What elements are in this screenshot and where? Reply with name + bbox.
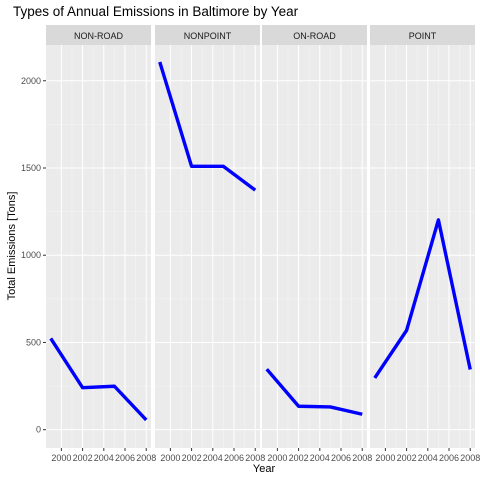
series-line <box>49 337 148 422</box>
y-tick-label: 0 <box>36 425 41 435</box>
x-tick-label: 2006 <box>224 453 244 463</box>
x-tick-label: 2000 <box>267 453 287 463</box>
panel-background <box>155 45 260 448</box>
panel-background <box>262 45 367 448</box>
y-tick-label: 2000 <box>21 76 41 86</box>
x-tick-label: 2008 <box>245 453 265 463</box>
x-tick-label: 2004 <box>203 453 223 463</box>
x-tick-label: 2000 <box>375 453 395 463</box>
panel-background <box>46 45 151 448</box>
facet-panel-point: POINT 2000 2002 2004 2006 2008 <box>370 25 480 463</box>
facet-panel-nonpoint: NONPOINT 2000 2002 2004 2006 2008 <box>155 25 265 463</box>
x-tick-label: 2000 <box>51 453 71 463</box>
facet-strip <box>155 25 260 45</box>
x-tick-label: 2006 <box>439 453 459 463</box>
x-tick-label: 2004 <box>94 453 114 463</box>
x-tick-label: 2008 <box>136 453 156 463</box>
x-tick-label: 2006 <box>115 453 135 463</box>
facet-strip <box>370 25 475 45</box>
y-axis-title: Total Emissions [Tons] <box>6 192 18 301</box>
x-tick-label: 2004 <box>310 453 330 463</box>
facet-strip-label: NONPOINT <box>184 31 232 41</box>
x-tick-label: 2000 <box>160 453 180 463</box>
series-line <box>265 368 363 416</box>
x-tick-label: 2004 <box>418 453 438 463</box>
facet-strip-label: ON-ROAD <box>293 31 336 41</box>
facet-strip-label: POINT <box>409 31 437 41</box>
facet-panel-non-road: NON-ROAD 2000 2002 2004 2006 2008 <box>46 25 156 463</box>
x-tick-label: 2002 <box>73 453 93 463</box>
x-tick-label: 2006 <box>331 453 351 463</box>
x-tick-label: 2002 <box>397 453 417 463</box>
y-tick-label: 1500 <box>21 163 41 173</box>
facet-strip <box>46 25 151 45</box>
panel-background <box>370 45 475 448</box>
x-tick-label: 2008 <box>352 453 372 463</box>
facet-panel-on-road: ON-ROAD 2000 2002 2004 2006 2008 <box>262 25 372 463</box>
y-axis: 0 500 1000 1500 2000 <box>21 76 46 435</box>
series-line <box>373 218 472 379</box>
x-tick-label: 2002 <box>182 453 202 463</box>
series-line <box>158 61 257 192</box>
x-axis-title: Year <box>253 463 276 475</box>
x-tick-label: 2008 <box>460 453 480 463</box>
y-tick-label: 1000 <box>21 250 41 260</box>
chart-title: Types of Annual Emissions in Baltimore b… <box>13 4 299 19</box>
facet-strip-label: NON-ROAD <box>74 31 123 41</box>
x-tick-label: 2002 <box>289 453 309 463</box>
y-tick-label: 500 <box>26 337 41 347</box>
facet-strip <box>262 25 367 45</box>
